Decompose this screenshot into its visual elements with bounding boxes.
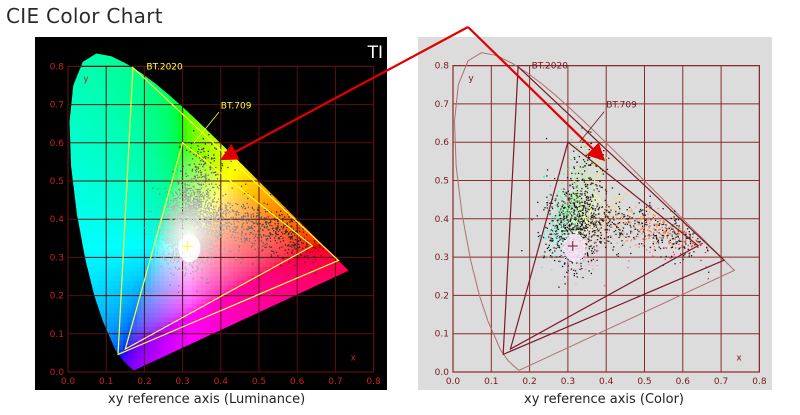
spectral-locus (453, 52, 736, 371)
axis-y-label: y (468, 74, 474, 84)
y-tick-label: 0.8 (50, 62, 65, 72)
x-tick-label: 0.5 (252, 377, 266, 387)
bt709-triangle (509, 141, 700, 351)
y-tick-label: 0.1 (50, 330, 64, 340)
axis-x-label: x (351, 354, 357, 364)
bt709-label: BT.709 (221, 101, 252, 111)
x-tick-label: 0.4 (214, 377, 229, 387)
y-tick-label: 0.7 (435, 100, 449, 110)
y-tick-label: 0.0 (50, 368, 65, 378)
x-tick-label: 0.1 (484, 377, 498, 387)
white-core (563, 233, 586, 262)
x-tick-label: 0.0 (61, 377, 76, 387)
x-tick-label: 0.4 (599, 377, 614, 387)
plot-frame (452, 65, 760, 373)
bt2020-triangle (502, 65, 726, 356)
plot-frame (67, 65, 375, 373)
color-chart-panel: BT.2020 BT.709 0.0 0.1 0.2 0.3 0.4 0.5 0.6 0.7 0.8… (418, 37, 772, 390)
axis-y-label: y (83, 75, 89, 85)
x-tick-label: 0.2 (522, 377, 536, 387)
y-tick-label: 0.3 (50, 253, 64, 263)
luminance-chart: BT.2020 BT.709 0.0 0.1 0.2 0.3 0.4 0.5 0.6 0.7 0.8… (50, 53, 381, 387)
y-tick-label: 0.1 (435, 330, 449, 340)
bt709-label: BT.709 (606, 101, 637, 111)
x-tick-label: 0.7 (714, 377, 728, 387)
x-tick-label: 0.3 (561, 377, 575, 387)
y-tick-label: 0.8 (435, 62, 450, 72)
bt2020-label: BT.2020 (532, 62, 569, 72)
x-tick-label: 0.8 (752, 377, 767, 387)
x-tick-label: 0.2 (137, 377, 151, 387)
color-chart: BT.2020 BT.709 0.0 0.1 0.2 0.3 0.4 0.5 0.6 0.7 0.8… (435, 52, 767, 387)
y-tick-label: 0.5 (50, 177, 64, 187)
bt2020-triangle (117, 66, 340, 356)
color-caption: xy reference axis (Color) (524, 392, 684, 407)
axis-x-label: x (736, 354, 742, 364)
x-tick-label: 0.6 (676, 377, 691, 387)
tick-labels: 0.0 0.1 0.2 0.3 0.4 0.5 0.6 0.7 0.8 0.0 0.1 0.2 0.3 0… (50, 62, 381, 387)
cutoff-text: TI (367, 43, 383, 63)
y-tick-label: 0.2 (435, 291, 449, 301)
x-tick-label: 0.0 (446, 377, 461, 387)
bt709-leader (193, 111, 220, 144)
y-tick-label: 0.3 (435, 253, 449, 263)
x-tick-label: 0.8 (366, 377, 381, 387)
x-tick-label: 0.3 (175, 377, 189, 387)
grid (452, 65, 760, 373)
x-tick-label: 0.1 (99, 377, 113, 387)
y-tick-label: 0.0 (435, 368, 450, 378)
scatter-cloud (521, 127, 710, 288)
y-tick-label: 0.7 (50, 101, 64, 111)
y-tick-label: 0.4 (435, 215, 450, 225)
luminance-chart-panel: BT.2020 BT.709 0.0 0.1 0.2 0.3 0.4 0.5 0.6 0.7 0.8… (35, 37, 387, 390)
y-tick-label: 0.6 (435, 138, 450, 148)
tick-labels: 0.0 0.1 0.2 0.3 0.4 0.5 0.6 0.7 0.8 0.0 0.1 0.2 0.3 0… (435, 62, 767, 387)
white-core (178, 234, 201, 263)
y-tick-label: 0.4 (50, 215, 65, 225)
y-tick-label: 0.2 (50, 292, 64, 302)
bt709-triangle (124, 141, 314, 351)
y-tick-label: 0.6 (50, 139, 65, 149)
bt2020-label: BT.2020 (146, 62, 183, 72)
x-tick-label: 0.5 (637, 377, 651, 387)
x-tick-label: 0.6 (290, 377, 305, 387)
y-tick-label: 0.5 (435, 177, 449, 187)
page-title: CIE Color Chart (6, 4, 163, 28)
x-tick-label: 0.7 (328, 377, 342, 387)
luminance-caption: xy reference axis (Luminance) (108, 392, 306, 407)
